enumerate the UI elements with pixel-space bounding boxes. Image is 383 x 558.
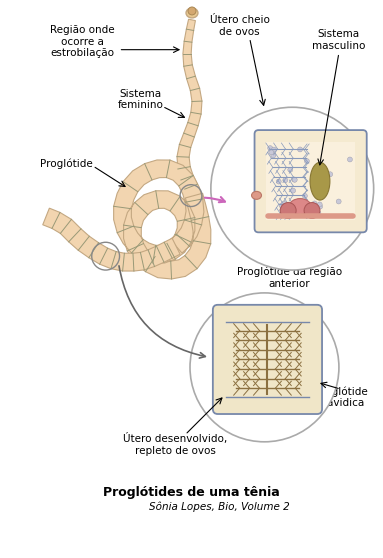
Text: Proglótides de uma tênia: Proglótides de uma tênia bbox=[103, 486, 279, 499]
Circle shape bbox=[316, 211, 321, 215]
Text: Proglótide
gravidica: Proglótide gravidica bbox=[314, 386, 367, 408]
Circle shape bbox=[347, 157, 352, 162]
Circle shape bbox=[291, 188, 296, 193]
Text: Sistema
feminino: Sistema feminino bbox=[118, 89, 163, 110]
FancyBboxPatch shape bbox=[267, 142, 355, 220]
Text: Útero cheio
de ovos: Útero cheio de ovos bbox=[210, 15, 270, 37]
Circle shape bbox=[304, 158, 309, 163]
Text: Sistema
masculino: Sistema masculino bbox=[312, 29, 366, 51]
Circle shape bbox=[283, 178, 288, 182]
Circle shape bbox=[304, 203, 320, 218]
Circle shape bbox=[303, 194, 308, 199]
Polygon shape bbox=[177, 19, 202, 198]
Circle shape bbox=[324, 183, 329, 188]
Circle shape bbox=[280, 203, 296, 218]
Ellipse shape bbox=[186, 8, 198, 18]
Circle shape bbox=[279, 203, 284, 208]
Text: Proglótide: Proglótide bbox=[39, 158, 92, 169]
Circle shape bbox=[272, 147, 277, 152]
Circle shape bbox=[288, 167, 293, 172]
Circle shape bbox=[292, 207, 296, 212]
FancyBboxPatch shape bbox=[255, 130, 367, 232]
Ellipse shape bbox=[289, 199, 311, 214]
Circle shape bbox=[298, 147, 303, 152]
Circle shape bbox=[312, 201, 317, 206]
Circle shape bbox=[269, 150, 274, 155]
Circle shape bbox=[276, 179, 281, 184]
Circle shape bbox=[317, 164, 322, 169]
Circle shape bbox=[188, 7, 196, 15]
Circle shape bbox=[336, 199, 341, 204]
FancyBboxPatch shape bbox=[213, 305, 322, 414]
Circle shape bbox=[317, 202, 322, 207]
Circle shape bbox=[211, 107, 374, 270]
Circle shape bbox=[318, 204, 322, 209]
Text: Útero desenvolvido,
repleto de ovos: Útero desenvolvido, repleto de ovos bbox=[123, 434, 227, 456]
Circle shape bbox=[271, 153, 276, 158]
Polygon shape bbox=[114, 160, 211, 279]
Ellipse shape bbox=[252, 191, 262, 199]
Text: Região onde
ocorre a
estrobilação: Região onde ocorre a estrobilação bbox=[51, 25, 115, 59]
Text: Sônia Lopes, Bio, Volume 2: Sônia Lopes, Bio, Volume 2 bbox=[149, 501, 290, 512]
Ellipse shape bbox=[310, 162, 330, 200]
Circle shape bbox=[190, 293, 339, 442]
Circle shape bbox=[328, 172, 333, 177]
Text: Proglótide da região
anterior: Proglótide da região anterior bbox=[237, 267, 342, 289]
Circle shape bbox=[281, 201, 286, 206]
Circle shape bbox=[292, 177, 297, 182]
Polygon shape bbox=[43, 208, 180, 271]
Circle shape bbox=[291, 177, 296, 182]
Circle shape bbox=[268, 146, 273, 151]
